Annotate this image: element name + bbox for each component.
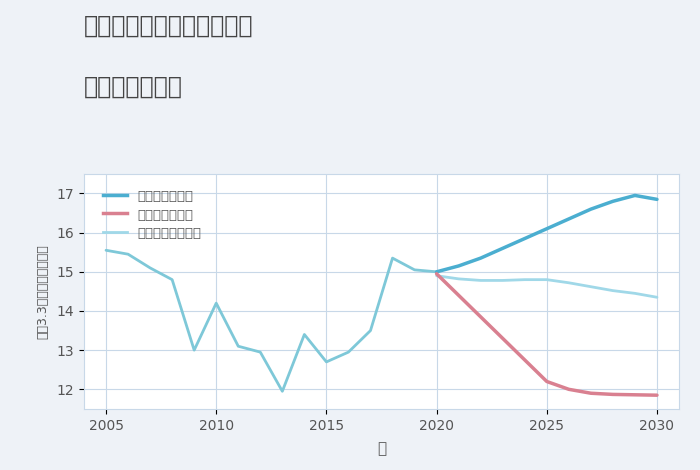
X-axis label: 年: 年 [377, 441, 386, 456]
Text: 土地の価格推移: 土地の価格推移 [84, 75, 183, 99]
Legend: グッドシナリオ, バッドシナリオ, ノーマルシナリオ: グッドシナリオ, バッドシナリオ, ノーマルシナリオ [97, 183, 208, 247]
Y-axis label: 坪（3.3㎡）単価（万円）: 坪（3.3㎡）単価（万円） [36, 244, 50, 339]
Text: 岐阜県羽島郡岐南町伏屋の: 岐阜県羽島郡岐南町伏屋の [84, 14, 253, 38]
